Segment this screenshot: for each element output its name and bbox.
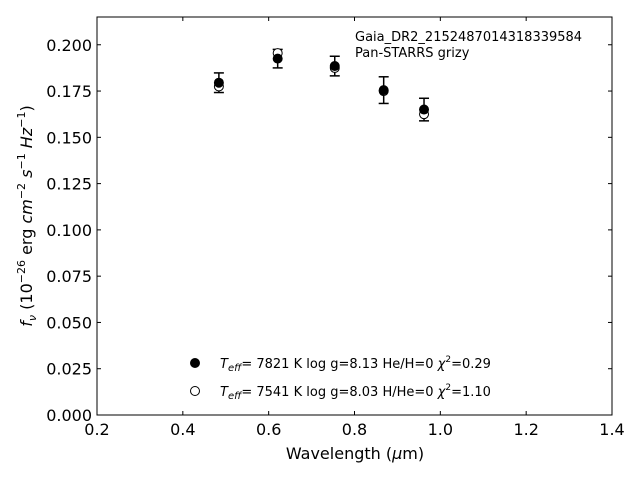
y-tick-label-0: 0.000 [46,406,92,425]
x-tick-label-1: 0.4 [170,420,195,439]
x-tick-label-4: 1.0 [428,420,453,439]
x-tick-label-6: 1.4 [599,420,624,439]
ticks: 0.2 0.4 0.6 0.8 1.0 1.2 1.4 0.000 0.025 0.050 0.07… [46,17,625,439]
x-axis-title: Wavelength (μm) [286,444,424,463]
filled-point-3 [378,85,389,96]
x-tick-label-3: 0.8 [342,420,367,439]
legend: Teff= 7821 K log g=8.13 He/H=0 χ2=0.29 T… [190,355,491,402]
plot-frame [96,16,613,416]
y-tick-label-6: 0.150 [46,128,92,147]
x-tick-label-2: 0.6 [256,420,281,439]
annotation-line-1: Gaia_DR2_2152487014318339584 [355,30,582,45]
y-tick-label-3: 0.075 [46,267,92,286]
y-tick-label-4: 0.100 [46,221,92,240]
y-tick-label-1: 0.025 [46,360,92,379]
filled-point-1 [272,53,283,64]
legend-entry-2: Teff= 7541 K log g=8.03 H/He=0 χ2=1.10 [220,383,491,402]
y-axis-title: fν (10−26 erg cm−2 s−1 Hz−1) [15,105,39,326]
filled-point-2 [329,61,340,72]
legend-marker-filled [190,358,200,368]
x-tick-label-0: 0.2 [84,420,109,439]
legend-entry-1: Teff= 7821 K log g=8.13 He/H=0 χ2=0.29 [220,355,491,374]
y-tick-label-5: 0.125 [46,175,92,194]
y-tick-label-8: 0.200 [46,36,92,55]
data-marks [213,48,430,122]
y-tick-label-2: 0.050 [46,313,92,332]
filled-point-0 [213,77,224,88]
annotation-line-2: Pan-STARRS grizy [355,46,470,61]
filled-point-4 [419,104,430,115]
legend-marker-open [190,386,200,396]
x-tick-label-5: 1.2 [513,420,538,439]
y-tick-label-7: 0.175 [46,82,92,101]
